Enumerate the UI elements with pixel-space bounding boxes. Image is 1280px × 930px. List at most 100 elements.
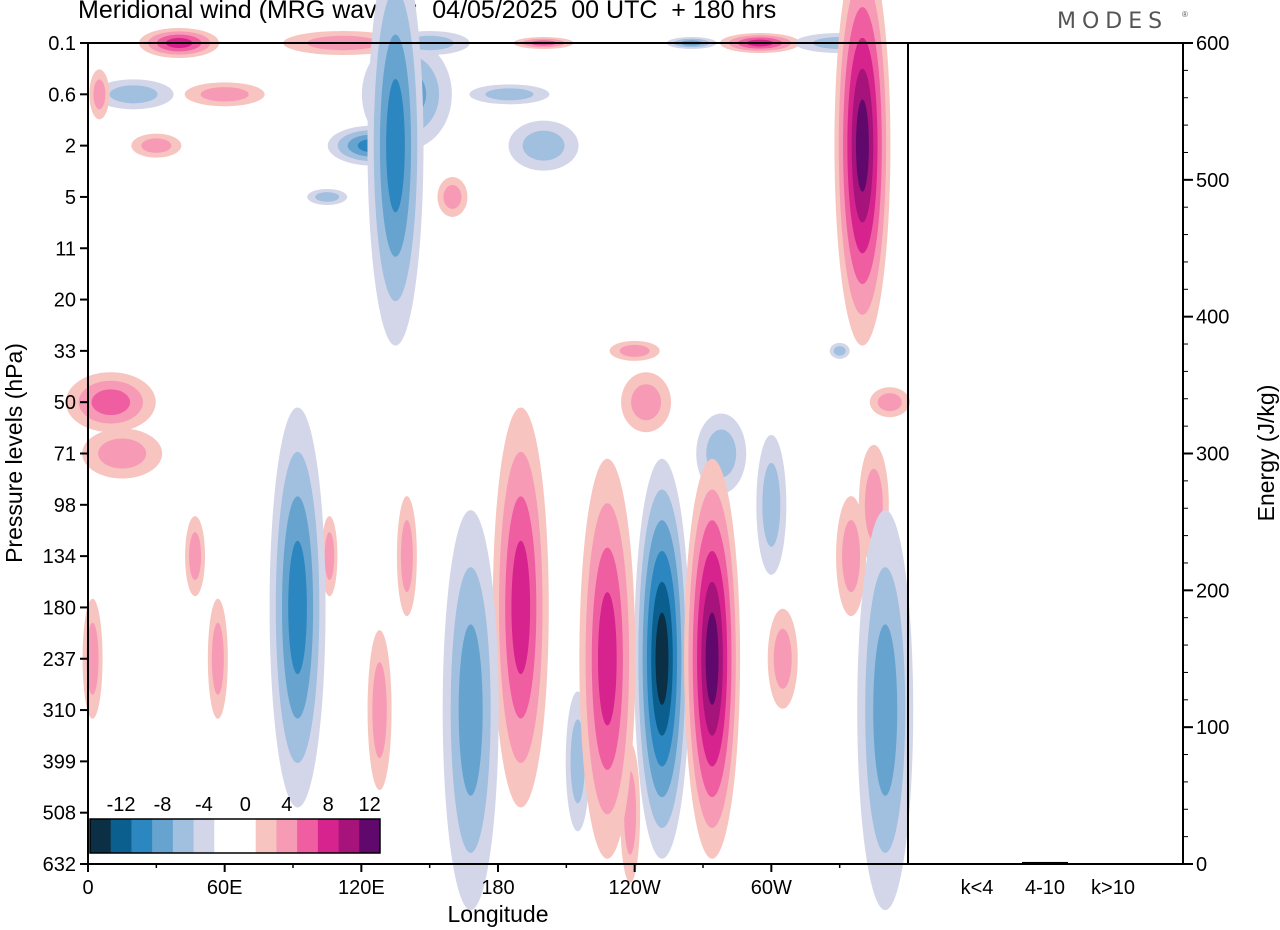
contour-blob bbox=[485, 88, 534, 101]
energy-bars: k<4 4-10 k>10 bbox=[954, 861, 1136, 899]
y-tick-label: 5 bbox=[65, 187, 76, 209]
colorbar-swatch bbox=[359, 819, 381, 853]
contour-feature bbox=[655, 612, 669, 705]
contour-blob bbox=[877, 393, 902, 412]
energy-bar bbox=[1022, 861, 1068, 864]
energy-tick-label: 500 bbox=[1196, 170, 1229, 192]
colorbar-frame bbox=[89, 818, 381, 854]
contour-blob bbox=[762, 462, 781, 547]
y-tick-label: 237 bbox=[43, 649, 76, 671]
energy-panel-frame bbox=[907, 42, 1184, 865]
contour-feature bbox=[511, 540, 531, 675]
contour-blob bbox=[372, 662, 387, 759]
energy-tick-label: 0 bbox=[1196, 854, 1207, 876]
heatmap-contours bbox=[65, 0, 914, 911]
y-tick-label: 0.6 bbox=[48, 84, 76, 106]
y-tick-label: 632 bbox=[43, 854, 76, 876]
colorbar-label: 12 bbox=[359, 794, 381, 816]
contour-blob bbox=[842, 520, 861, 593]
contour-blob bbox=[400, 520, 413, 593]
colorbar-swatch bbox=[214, 819, 236, 853]
colorbar-swatch bbox=[90, 819, 112, 853]
colorbar-swatch bbox=[235, 819, 257, 853]
contour-blob bbox=[619, 344, 650, 357]
contour-blob bbox=[189, 532, 202, 581]
energy-category-label: k>10 bbox=[1091, 877, 1135, 899]
contour-blob bbox=[324, 532, 335, 581]
energy-tick-label: 200 bbox=[1196, 580, 1229, 602]
y-tick-label: 11 bbox=[55, 238, 76, 260]
energy-tick-label: 400 bbox=[1196, 307, 1229, 329]
contour-blob bbox=[98, 438, 147, 469]
energy-tick-label: 300 bbox=[1196, 444, 1229, 466]
contour-blob bbox=[570, 719, 585, 804]
brand-registered-mark: ® bbox=[1182, 10, 1188, 19]
contour-feature bbox=[458, 624, 483, 796]
energy-tick-label: 100 bbox=[1196, 717, 1229, 739]
x-tick-label: 60E bbox=[207, 877, 243, 899]
x-tick-label: 0 bbox=[82, 877, 93, 899]
y-tick-label: 50 bbox=[54, 392, 76, 414]
contour-blob bbox=[141, 138, 172, 153]
contour-feature bbox=[705, 612, 719, 705]
brand-logo: MODES bbox=[1057, 9, 1169, 34]
y-tick-label: 399 bbox=[43, 751, 76, 773]
energy-category-label: 4-10 bbox=[1025, 877, 1065, 899]
contour-blob bbox=[211, 622, 224, 695]
x-tick-label: 60W bbox=[751, 877, 792, 899]
contour-blob bbox=[833, 346, 846, 356]
contour-feature bbox=[288, 540, 307, 675]
contour-blob bbox=[315, 192, 340, 202]
contour-blob bbox=[86, 622, 99, 695]
x-tick-label: 180 bbox=[481, 877, 514, 899]
y-tick-label: 508 bbox=[43, 803, 76, 825]
y-tick-label: 2 bbox=[65, 136, 76, 158]
contour-blob bbox=[91, 389, 131, 416]
colorbar-label: -4 bbox=[195, 794, 213, 816]
y-tick-label: 0.1 bbox=[48, 33, 76, 55]
contour-blob bbox=[631, 384, 662, 421]
contour-blob bbox=[522, 130, 565, 161]
y-tick-label: 134 bbox=[43, 546, 76, 568]
colorbar: -12 -8 -4 0 4 8 12 bbox=[89, 794, 381, 854]
x-axis-title: Longitude bbox=[447, 901, 548, 927]
x-tick-label: 120E bbox=[338, 877, 385, 899]
colorbar-label: 8 bbox=[323, 794, 334, 816]
contour-blob bbox=[200, 87, 249, 102]
contour-feature bbox=[855, 99, 869, 192]
energy-tick-label: 600 bbox=[1196, 33, 1229, 55]
colorbar-label: 0 bbox=[240, 794, 251, 816]
contour-feature bbox=[598, 592, 617, 726]
colorbar-swatch bbox=[338, 819, 360, 853]
contour-blob bbox=[443, 184, 462, 209]
colorbar-swatch bbox=[152, 819, 174, 853]
y-axis-title: Pressure levels (hPa) bbox=[1, 343, 27, 563]
colorbar-swatch bbox=[110, 819, 132, 853]
colorbar-label: -12 bbox=[107, 794, 136, 816]
x-tick-label: 120W bbox=[609, 877, 661, 899]
y-tick-label: 310 bbox=[43, 700, 76, 722]
energy-axis-title: Energy (J/kg) bbox=[1253, 385, 1279, 522]
contour-blob bbox=[93, 79, 106, 110]
contour-feature bbox=[873, 624, 898, 796]
colorbar-label: 4 bbox=[281, 794, 292, 816]
colorbar-swatch bbox=[255, 819, 277, 853]
y-tick-label: 33 bbox=[54, 341, 76, 363]
contour-feature bbox=[386, 78, 405, 213]
colorbar-swatch bbox=[276, 819, 298, 853]
colorbar-swatch bbox=[317, 819, 340, 853]
contour-blob bbox=[109, 85, 158, 104]
energy-bar bbox=[1090, 863, 1136, 865]
y-tick-label: 98 bbox=[54, 495, 76, 517]
colorbar-swatch bbox=[172, 819, 195, 853]
colorbar-label: -8 bbox=[154, 794, 172, 816]
contour-blob bbox=[773, 628, 792, 689]
y-tick-label: 180 bbox=[43, 597, 76, 619]
colorbar-swatch bbox=[193, 819, 215, 853]
y-tick-label: 71 bbox=[54, 444, 76, 466]
energy-category-label: k<4 bbox=[961, 877, 994, 899]
colorbar-swatch bbox=[297, 819, 319, 853]
y-tick-label: 20 bbox=[54, 290, 76, 312]
energy-bar bbox=[954, 863, 1000, 865]
